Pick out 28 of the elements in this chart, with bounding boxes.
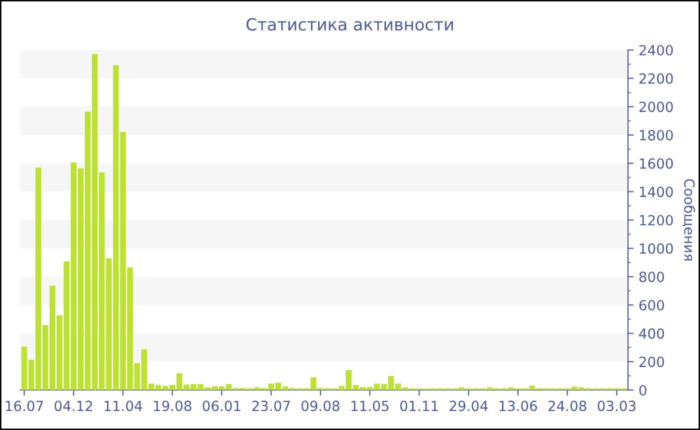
x-tick-label: 01.11 (400, 400, 438, 412)
y-axis-title: Сообщения (682, 179, 696, 260)
x-tick-label: 13.06 (500, 400, 537, 412)
y-tick-label: 2200 (639, 73, 673, 84)
x-tick-label: 03.03 (598, 400, 636, 412)
y-tick-label: 1600 (640, 158, 673, 169)
y-tick-label: 1200 (640, 214, 673, 226)
x-tick-label: 06.01 (202, 400, 240, 412)
x-tick-label: 11.05 (351, 400, 389, 412)
x-tick-label: 23.07 (252, 400, 290, 412)
x-tick-label: 16.07 (6, 400, 43, 412)
x-tick-label: 11.04 (104, 400, 142, 412)
x-tick-label: 24.08 (548, 400, 586, 412)
x-tick-label: 09.08 (302, 400, 340, 412)
y-tick-label: 1400 (640, 186, 673, 198)
x-tick-label: 04.12 (54, 400, 92, 412)
y-tick-label: 200 (639, 356, 664, 368)
y-tick-label: 0 (639, 384, 646, 396)
y-tick-label: 1800 (640, 130, 673, 140)
chart-title: Статистика активности (246, 18, 453, 31)
y-tick-label: 1000 (640, 243, 673, 254)
x-tick-label: 19.08 (154, 400, 192, 412)
y-tick-label: 600 (639, 300, 664, 310)
y-tick-label: 2400 (639, 44, 673, 56)
y-tick-label: 400 (639, 328, 664, 339)
y-tick-label: 2000 (639, 102, 673, 112)
y-tick-label: 800 (639, 272, 664, 282)
x-tick-label: 29.04 (450, 400, 488, 412)
